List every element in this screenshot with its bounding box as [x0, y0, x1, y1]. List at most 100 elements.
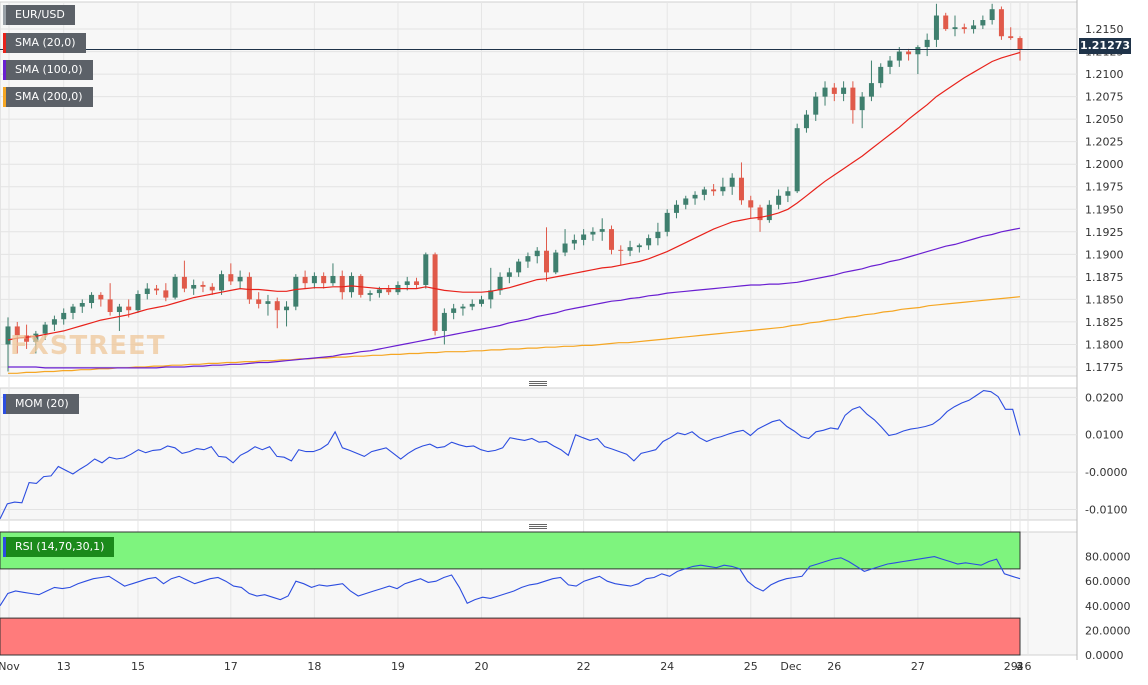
mom-line [0, 390, 1021, 520]
time-tick-label: 2 [1017, 660, 1024, 673]
legend-sma100[interactable]: SMA (100,0) [3, 60, 93, 80]
price-tick-label: 1.1925 [1085, 226, 1124, 239]
last-price-badge: 1.21273 [1079, 38, 1131, 54]
candle-body [776, 195, 782, 205]
candle-body [868, 83, 874, 97]
candle-body [246, 276, 252, 300]
candle-body [79, 303, 85, 307]
candle-body [339, 275, 345, 293]
time-tick-label: 6 [1025, 660, 1032, 673]
candle-body [330, 275, 336, 284]
candle-body [311, 275, 317, 284]
price-tick-label: 1.1950 [1085, 203, 1124, 216]
legend-sma200-label: SMA (200,0) [15, 90, 83, 103]
candle-body [636, 245, 642, 248]
time-tick-label: 13 [57, 660, 71, 673]
candle-body [748, 200, 754, 208]
legend-mom[interactable]: MOM (20) [3, 394, 79, 414]
candles-group [5, 3, 1023, 372]
candle-body [107, 299, 113, 313]
time-tick-label: 17 [224, 660, 238, 673]
candle-body [451, 308, 457, 313]
candle-body [608, 229, 614, 250]
time-tick-label: 4 [1017, 660, 1024, 673]
candle-body [51, 319, 57, 325]
price-tick-label: 1.2100 [1085, 68, 1124, 81]
candle-body [562, 243, 568, 253]
candle-body [506, 272, 512, 277]
candle-body [1017, 38, 1023, 50]
time-tick-label: 24 [660, 660, 674, 673]
pane-resize-handle-rsi[interactable] [529, 524, 547, 529]
price-tick-label: 1.1850 [1085, 293, 1124, 306]
time-tick-label: 25 [744, 660, 758, 673]
rsi-tick-label: 60.0000 [1085, 575, 1131, 588]
legend-sma200[interactable]: SMA (200,0) [3, 87, 93, 107]
candle-body [33, 333, 39, 342]
candle-body [497, 276, 503, 291]
rsi-overbought-zone [0, 531, 1021, 570]
candle-body [831, 87, 837, 94]
time-tick-label: 22 [577, 660, 591, 673]
rsi-tick-label: 20.0000 [1085, 624, 1131, 637]
candle-body [209, 286, 215, 291]
candle-body [42, 324, 48, 334]
candle-body [543, 250, 549, 273]
candle-body [89, 294, 95, 304]
candle-body [943, 15, 949, 30]
candle-body [181, 276, 187, 289]
candle-body [989, 9, 995, 21]
legend-mom-label: MOM (20) [15, 397, 69, 410]
legend-symbol[interactable]: EUR/USD [3, 5, 75, 25]
price-tick-label: 1.2000 [1085, 158, 1124, 171]
candle-body [154, 288, 160, 291]
candle-body [293, 276, 299, 307]
mom-tick-label: -0.0000 [1085, 466, 1127, 479]
candle-body [627, 247, 633, 251]
last-price-value: 1.21273 [1079, 39, 1131, 52]
time-tick-label: Dec [780, 660, 801, 673]
rsi-tick-label: 80.0000 [1085, 551, 1131, 564]
pane-resize-handle-mom[interactable] [529, 381, 547, 386]
candle-body [711, 189, 717, 192]
candle-body [116, 306, 122, 313]
legend-sma20[interactable]: SMA (20,0) [3, 33, 86, 53]
candle-body [729, 177, 735, 187]
legend-rsi[interactable]: RSI (14,70,30,1) [3, 537, 115, 557]
candle-body [738, 177, 744, 201]
candle-body [256, 299, 262, 304]
candle-body [274, 301, 280, 311]
price-tick-label: 1.1800 [1085, 338, 1124, 351]
candle-body [813, 96, 819, 115]
candle-body [321, 275, 327, 284]
candle-body [553, 252, 559, 273]
candle-body [933, 15, 939, 40]
time-tick-label: 3 [1017, 660, 1024, 673]
legend-rsi-label: RSI (14,70,30,1) [15, 540, 105, 553]
candle-body [423, 254, 429, 285]
price-tick-label: 1.1975 [1085, 181, 1124, 194]
candle-body [228, 274, 234, 282]
legend-sma100-label: SMA (100,0) [15, 63, 83, 76]
time-tick-label: 20 [475, 660, 489, 673]
candle-body [534, 250, 540, 257]
mom-tick-label: 0.0100 [1085, 429, 1124, 442]
candle-body [766, 204, 772, 221]
candle-body [590, 231, 596, 235]
candle-body [571, 239, 577, 244]
candle-body [61, 312, 67, 320]
mom-tick-label: -0.0100 [1085, 504, 1127, 517]
candle-body [432, 254, 438, 331]
candle-body [998, 9, 1004, 37]
price-tick-label: 1.2025 [1085, 136, 1124, 149]
price-tick-label: 1.1825 [1085, 316, 1124, 329]
price-tick-label: 1.1875 [1085, 271, 1124, 284]
candle-body [924, 39, 930, 48]
price-tick-label: 1.2075 [1085, 91, 1124, 104]
candle-body [655, 231, 661, 239]
candle-body [441, 312, 447, 331]
candle-body [460, 306, 466, 309]
sma20-line [7, 51, 1021, 341]
